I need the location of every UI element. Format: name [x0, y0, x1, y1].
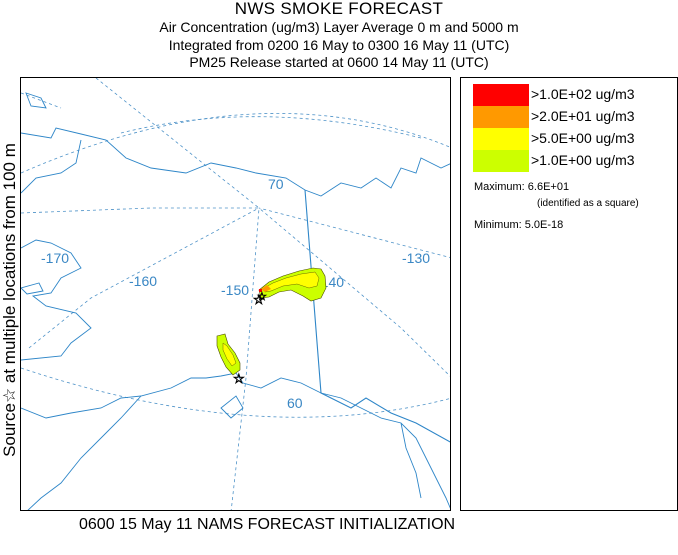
meridian-180 — [21, 92, 62, 109]
alaska-range-lakes — [220, 395, 244, 419]
map-title: NWS SMOKE FORECAST — [234, 0, 444, 18]
legend-swatch-lime — [473, 150, 529, 172]
release-start: PM25 Release started at 0600 14 May 11 (… — [189, 54, 489, 70]
concentration-subtitle: Air Concentration (ug/m3) Layer Average … — [159, 19, 519, 35]
legend-swatch-yellow — [473, 128, 529, 150]
lon-label-150: -150 — [221, 282, 249, 298]
max-concentration-square — [259, 289, 262, 292]
legend-label: >1.0E+00 ug/m3 — [531, 152, 635, 168]
forecast-initialization: 0600 15 May 11 NAMS FORECAST INITIALIZAT… — [79, 516, 456, 533]
parallel-60 — [21, 367, 450, 418]
map-panel: -170 -160 -150 -140 -130 70 60 ☆ ☆ ☆ — [20, 77, 451, 511]
integration-period: Integrated from 0200 16 May to 0300 16 M… — [168, 37, 510, 53]
meridian-150 — [230, 207, 260, 510]
source-star-fairbanks: ☆ — [253, 292, 265, 307]
smoke-plume-anchorage-inner — [222, 342, 237, 367]
source-location-label: Source☆ at multiple locations from 100 m — [0, 143, 19, 457]
lat-label-60: 60 — [287, 395, 303, 411]
meridian-160 — [28, 207, 260, 349]
legend-label: >1.0E+02 ug/m3 — [531, 86, 635, 102]
smoke-plume-fairbanks-inner — [263, 271, 320, 293]
us-canada-border — [304, 189, 450, 443]
meridian-120 — [258, 207, 450, 377]
west-coastline — [21, 139, 322, 419]
legend-label: >5.0E+00 ug/m3 — [531, 130, 635, 146]
alaska-map: -170 -160 -150 -140 -130 70 60 ☆ ☆ ☆ — [21, 78, 450, 510]
minimum-value: Minimum: 5.0E-18 — [474, 219, 564, 231]
north-coastline — [21, 127, 450, 197]
parallel-70 — [21, 113, 450, 174]
meridian-170 — [21, 207, 259, 214]
source-star-fairbanks-2: ☆ — [257, 291, 267, 303]
island-st-lawrence — [25, 92, 47, 109]
maximum-value: Maximum: 6.6E+01 — [474, 181, 570, 193]
legend-label: >2.0E+01 ug/m3 — [531, 108, 635, 124]
southeast-coastline — [320, 392, 450, 509]
southwest-peninsula — [27, 395, 142, 510]
lon-label-170: -170 — [41, 250, 69, 266]
lon-label-130: -130 — [402, 250, 430, 266]
legend-swatch-orange — [473, 106, 529, 128]
lat-label-70: 70 — [268, 176, 284, 192]
source-star-anchorage: ☆ — [233, 371, 245, 386]
lon-label-160: -160 — [129, 273, 157, 289]
meridian-190 — [95, 78, 260, 209]
legend-panel: >1.0E+02 ug/m3 >2.0E+01 ug/m3 >5.0E+00 u… — [460, 77, 678, 511]
smoke-plume-fairbanks-core — [261, 285, 271, 292]
island-nunivak — [21, 282, 44, 295]
maximum-note: (identified as a square) — [537, 198, 639, 209]
legend-swatch-red — [473, 84, 529, 106]
parallel-80 — [120, 116, 422, 139]
